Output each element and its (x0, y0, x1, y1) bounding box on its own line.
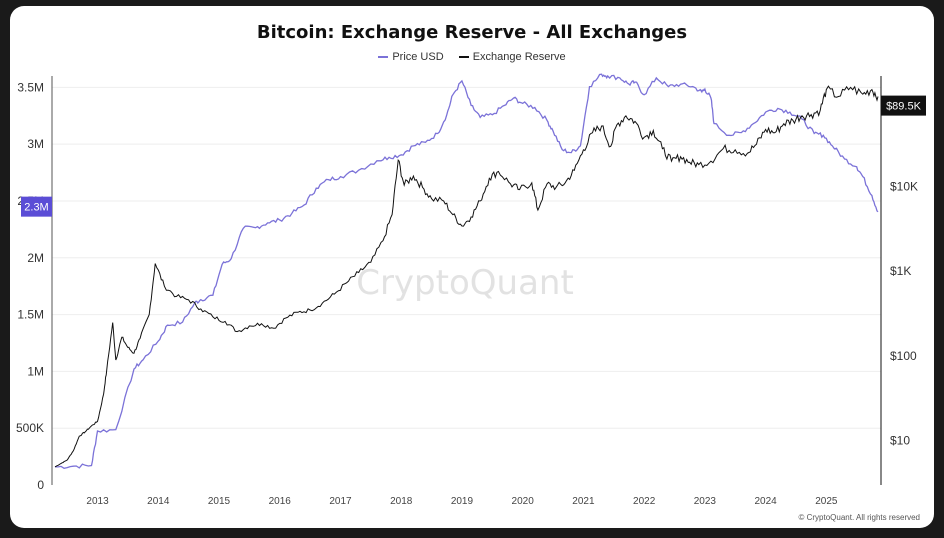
chart-title: Bitcoin: Exchange Reserve - All Exchange… (256, 22, 688, 43)
legend-item-reserve[interactable]: Exchange Reserve (458, 51, 566, 63)
left-tick-label: 3.5M (17, 80, 44, 94)
x-tick-label: 2017 (329, 496, 352, 507)
right-axis-ticks: $10 $100 $1K $10K (890, 179, 918, 447)
price-badge (881, 95, 926, 116)
reserve-line-swatch-icon (458, 56, 469, 59)
x-tick-label: 2023 (694, 496, 717, 507)
legend-price-label: Price USD (392, 51, 444, 63)
chart-card: Bitcoin: Exchange Reserve - All Exchange… (10, 6, 934, 528)
x-tick-label: 2025 (815, 496, 838, 507)
exchange-reserve-line (54, 85, 879, 468)
left-tick-label: 500K (16, 421, 44, 435)
reserve-badge-label: 2.3M (24, 202, 48, 214)
x-tick-label: 2020 (512, 496, 535, 507)
right-tick-label: $1K (890, 264, 911, 278)
copyright-footer: © CryptoQuant. All rights reserved (798, 513, 921, 522)
x-tick-label: 2018 (390, 496, 413, 507)
left-tick-label: 0 (37, 478, 44, 492)
legend: Price USD Exchange Reserve (10, 51, 934, 63)
x-tick-label: 2014 (147, 496, 170, 507)
left-tick-label: 1M (27, 364, 44, 378)
left-tick-label: 1.5M (17, 308, 44, 322)
x-tick-label: 2015 (208, 496, 231, 507)
right-tick-label: $10 (890, 434, 910, 448)
grid-lines (52, 86, 881, 429)
x-tick-label: 2024 (754, 496, 777, 507)
left-tick-label: 2M (27, 251, 44, 265)
right-tick-label: $10K (890, 179, 918, 193)
price-badge-label: $89.5K (886, 101, 922, 113)
x-tick-label: 2016 (269, 496, 292, 507)
price-usd-line (55, 73, 879, 469)
left-tick-label: 3M (27, 137, 44, 151)
legend-reserve-label: Exchange Reserve (472, 51, 566, 63)
current-value-badges: 2.3M $89.5K (21, 95, 926, 217)
reserve-badge (21, 196, 52, 217)
price-line-swatch-icon (378, 56, 389, 59)
legend-item-price[interactable]: Price USD (378, 51, 444, 63)
right-tick-label: $100 (890, 349, 917, 363)
x-axis-ticks: 2013 2014 2015 2016 2017 2018 2019 2020 2021 2022… (86, 496, 837, 507)
x-tick-label: 2021 (572, 496, 595, 507)
x-tick-label: 2013 (86, 496, 109, 507)
x-tick-label: 2022 (633, 496, 656, 507)
watermark: CryptoQuant (356, 263, 574, 303)
x-tick-label: 2019 (451, 496, 474, 507)
